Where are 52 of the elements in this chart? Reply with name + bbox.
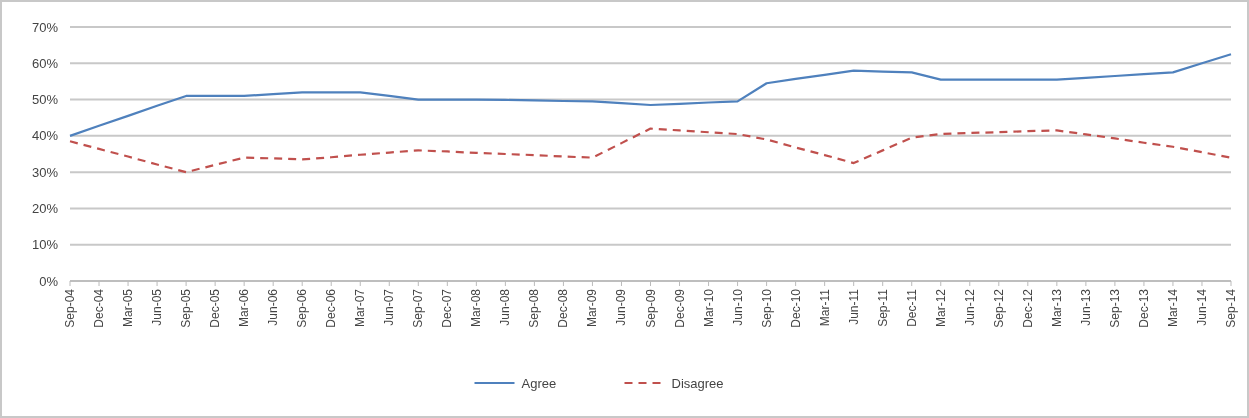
- x-tick-label: Jun-10: [730, 288, 745, 326]
- x-tick-label: Mar-14: [1165, 288, 1180, 328]
- x-tick-label: Dec-06: [324, 288, 339, 328]
- x-tick-label: Jun-13: [1078, 288, 1093, 326]
- x-tick-label: Sep-10: [759, 288, 774, 328]
- x-tick-label: Jun-07: [382, 288, 397, 326]
- x-tick-label: Dec-08: [556, 288, 571, 328]
- y-tick-label: 60%: [31, 55, 59, 71]
- x-tick-label: Sep-12: [991, 288, 1006, 328]
- legend-label: Disagree: [671, 375, 724, 391]
- y-tick-label: 50%: [31, 92, 59, 108]
- x-tick-label: Jun-14: [1194, 288, 1209, 326]
- x-tick-label: Dec-05: [208, 288, 223, 328]
- x-tick-label: Dec-12: [1020, 288, 1035, 328]
- x-tick-label: Sep-06: [295, 288, 310, 328]
- y-tick-label: 10%: [31, 237, 59, 253]
- y-tick-label: 20%: [31, 200, 59, 216]
- x-tick-label: Mar-12: [933, 288, 948, 328]
- x-tick-label: Mar-11: [817, 288, 832, 327]
- x-tick-label: Sep-14: [1224, 288, 1238, 328]
- x-tick-label: Jun-12: [962, 288, 977, 326]
- x-tick-label: Jun-08: [498, 288, 513, 326]
- x-tick-label: Mar-07: [353, 288, 368, 328]
- x-tick-label: Sep-11: [875, 288, 890, 327]
- x-tick-label: Dec-11: [904, 288, 919, 327]
- x-tick-label: Mar-05: [121, 288, 136, 328]
- legend-label: Agree: [521, 375, 557, 391]
- y-tick-label: 0%: [39, 273, 59, 289]
- y-tick-label: 30%: [31, 164, 59, 180]
- y-tick-label: 70%: [31, 19, 59, 35]
- x-tick-label: Jun-11: [846, 288, 861, 325]
- x-tick-label: Sep-07: [411, 288, 426, 328]
- x-tick-label: Dec-13: [1136, 288, 1151, 328]
- x-tick-label: Mar-06: [237, 288, 252, 328]
- x-tick-label: Dec-09: [672, 288, 687, 328]
- x-tick-label: Jun-09: [614, 288, 629, 326]
- x-tick-label: Sep-09: [643, 288, 658, 328]
- x-tick-label: Sep-13: [1107, 288, 1122, 328]
- x-tick-label: Dec-04: [92, 288, 107, 328]
- x-tick-label: Sep-08: [527, 288, 542, 328]
- x-tick-label: Sep-04: [63, 288, 77, 328]
- y-tick-label: 40%: [31, 128, 59, 144]
- x-tick-label: Mar-08: [469, 288, 484, 328]
- x-tick-label: Dec-07: [440, 288, 455, 328]
- x-tick-label: Jun-06: [266, 288, 281, 326]
- x-tick-label: Mar-10: [701, 288, 716, 328]
- x-tick-label: Mar-13: [1049, 288, 1064, 328]
- x-tick-label: Jun-05: [150, 288, 165, 326]
- line-series: [68, 53, 1233, 137]
- x-tick-label: Mar-09: [585, 288, 600, 328]
- x-tick-label: Sep-05: [179, 288, 194, 328]
- x-tick-label: Dec-10: [788, 288, 803, 328]
